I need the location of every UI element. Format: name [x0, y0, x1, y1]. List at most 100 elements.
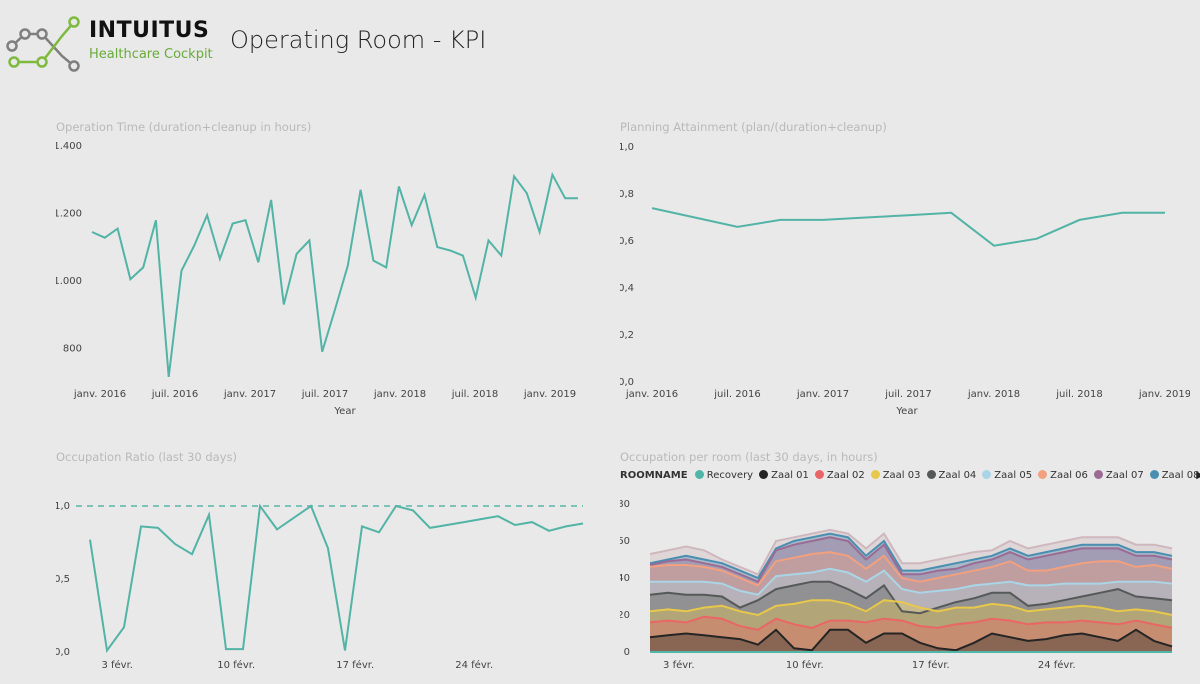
series-line: [649, 580, 1173, 615]
x-tick-label: juil. 2016: [713, 389, 760, 400]
legend-item[interactable]: Zaal 02: [814, 470, 865, 481]
y-tick-label: 0,0: [56, 647, 70, 658]
series-line: [649, 551, 1173, 587]
series-line: [649, 536, 1173, 583]
x-tick-label: janv. 2017: [796, 389, 849, 400]
legend-item[interactable]: Zaal 08 (BK 1): [1149, 470, 1200, 481]
legend-marker: [982, 470, 992, 479]
y-tick-label: 0,4: [620, 283, 634, 294]
x-tick-label: janv. 2018: [373, 389, 426, 400]
occupation-ratio-panel[interactable]: Occupation Ratio (last 30 days) 0,0 0,5 1,…: [56, 450, 596, 684]
brand-name: INTUITUS: [89, 18, 210, 43]
y-tick-label: 0,5: [56, 574, 70, 585]
brand-subtitle: Healthcare Cockpit: [89, 47, 213, 62]
legend-item[interactable]: Zaal 04: [926, 470, 977, 481]
legend-item[interactable]: Recovery: [694, 470, 754, 481]
legend-marker: [1149, 470, 1159, 479]
area-fill: [650, 568, 1172, 652]
legend-marker: [694, 470, 704, 479]
x-tick-label: 3 févr.: [101, 659, 133, 671]
x-tick-label: juil. 2018: [451, 389, 498, 400]
legend-label: Zaal 06: [1050, 470, 1088, 481]
area-fill: [650, 552, 1172, 652]
x-tick-label: janv. 2019: [1138, 389, 1190, 400]
series-line: [650, 567, 1173, 596]
legend-item[interactable]: Zaal 07: [1093, 470, 1144, 481]
y-tick-label: 40: [620, 573, 630, 584]
occupation-ratio-chart[interactable]: 0,0 0,5 1,0 3 févr. 10 févr. 17 févr. 24 févr.: [56, 450, 596, 684]
series-line: [649, 628, 1173, 652]
panel-title: Occupation per room (last 30 days, in ho…: [620, 450, 878, 464]
y-tick-label: 0,6: [620, 236, 634, 247]
x-tick-label: janv. 2016: [625, 389, 678, 400]
legend-label: Recovery: [706, 470, 754, 481]
legend-label: Zaal 07: [1105, 470, 1144, 481]
planning-attainment-chart[interactable]: 0,0 0,2 0,4 0,6 0,8 1,0 janv. 2016 juil. 2016 ja…: [620, 120, 1190, 420]
legend-marker: [814, 470, 824, 479]
panel-title: Operation Time (duration+cleanup in hour…: [56, 120, 312, 134]
operation-time-panel[interactable]: Operation Time (duration+cleanup in hour…: [56, 120, 596, 420]
x-tick-label: 17 févr.: [336, 659, 374, 671]
legend-marker: [870, 470, 880, 479]
panel-title: Planning Attainment (plan/(duration+clea…: [620, 120, 887, 134]
series-line: [91, 171, 578, 378]
y-tick-label: 80: [620, 499, 630, 510]
x-tick-label: janv. 2018: [967, 389, 1020, 400]
legend-label: Zaal 02: [826, 470, 865, 481]
y-tick-label: 0,2: [620, 330, 634, 341]
occupation-per-room-panel[interactable]: Occupation per room (last 30 days, in ho…: [620, 450, 1200, 684]
series-line: [89, 503, 584, 654]
legend-title: ROOMNAME: [620, 470, 688, 481]
x-axis-title: Year: [333, 406, 356, 417]
y-tick-label: 1.000: [56, 276, 82, 287]
legend-marker: [1038, 470, 1048, 479]
y-tick-label: 1,0: [56, 501, 70, 512]
series-line: [649, 599, 1173, 617]
series-line: [651, 207, 1165, 247]
operation-time-chart[interactable]: 800 1.000 1.200 1.400 janv. 2016 juil. 2016 ja…: [56, 120, 596, 420]
series-line: [649, 615, 1173, 631]
legend-label: Zaal 04: [938, 470, 977, 481]
legend-label: Zaal 05: [994, 470, 1033, 481]
header: INTUITUS Healthcare Cockpit Operating Ro…: [0, 0, 1200, 90]
y-tick-label: 800: [63, 343, 82, 354]
y-tick-label: 1.200: [56, 208, 82, 219]
legend-next-arrow-icon[interactable]: ▶: [1196, 470, 1200, 481]
network-graph-icon: [6, 16, 80, 72]
x-tick-label: 24 févr.: [455, 659, 493, 671]
legend-marker: [759, 470, 769, 479]
x-tick-label: 3 févr.: [663, 659, 695, 671]
y-tick-label: 1,0: [620, 142, 634, 153]
series-line: [649, 528, 1173, 576]
legend-label: Zaal 08 (BK 1): [1161, 470, 1200, 481]
chart-legend[interactable]: ROOMNAME Recovery Zaal 01 Zaal 02 Zaal 03 Za…: [620, 470, 1200, 486]
legend-item[interactable]: Zaal 01: [759, 470, 809, 481]
x-axis-title: Year: [895, 406, 918, 417]
legend-label: Zaal 03: [882, 470, 921, 481]
y-tick-label: 0: [624, 647, 630, 658]
x-tick-label: 17 févr.: [912, 659, 950, 671]
page-title: Operating Room - KPI: [230, 26, 487, 54]
x-tick-label: juil. 2017: [301, 389, 348, 400]
planning-attainment-panel[interactable]: Planning Attainment (plan/(duration+clea…: [620, 120, 1190, 420]
legend-marker: [926, 470, 936, 479]
x-tick-label: 10 févr.: [217, 659, 255, 671]
x-tick-label: 10 févr.: [786, 659, 824, 671]
x-tick-label: janv. 2017: [223, 389, 276, 400]
x-tick-label: janv. 2016: [73, 389, 126, 400]
legend-item[interactable]: Zaal 03: [870, 470, 921, 481]
y-tick-label: 1.400: [56, 141, 82, 152]
legend-label: Zaal 01: [771, 470, 809, 481]
y-tick-label: 0,8: [620, 189, 634, 200]
x-tick-label: juil. 2018: [1055, 389, 1102, 400]
legend-item[interactable]: Zaal 06: [1038, 470, 1088, 481]
panel-title: Occupation Ratio (last 30 days): [56, 450, 238, 464]
y-tick-label: 20: [620, 610, 630, 621]
x-tick-label: janv. 2019: [523, 389, 576, 400]
x-tick-label: juil. 2017: [884, 389, 931, 400]
occupation-per-room-chart[interactable]: 0 20 40 60 80 3 févr. 10 févr. 17 févr. 24 févr.: [620, 450, 1190, 684]
legend-item[interactable]: Zaal 05: [982, 470, 1032, 481]
x-tick-label: juil. 2016: [151, 389, 198, 400]
y-tick-label: 0,0: [620, 377, 634, 388]
y-tick-label: 60: [620, 536, 630, 547]
